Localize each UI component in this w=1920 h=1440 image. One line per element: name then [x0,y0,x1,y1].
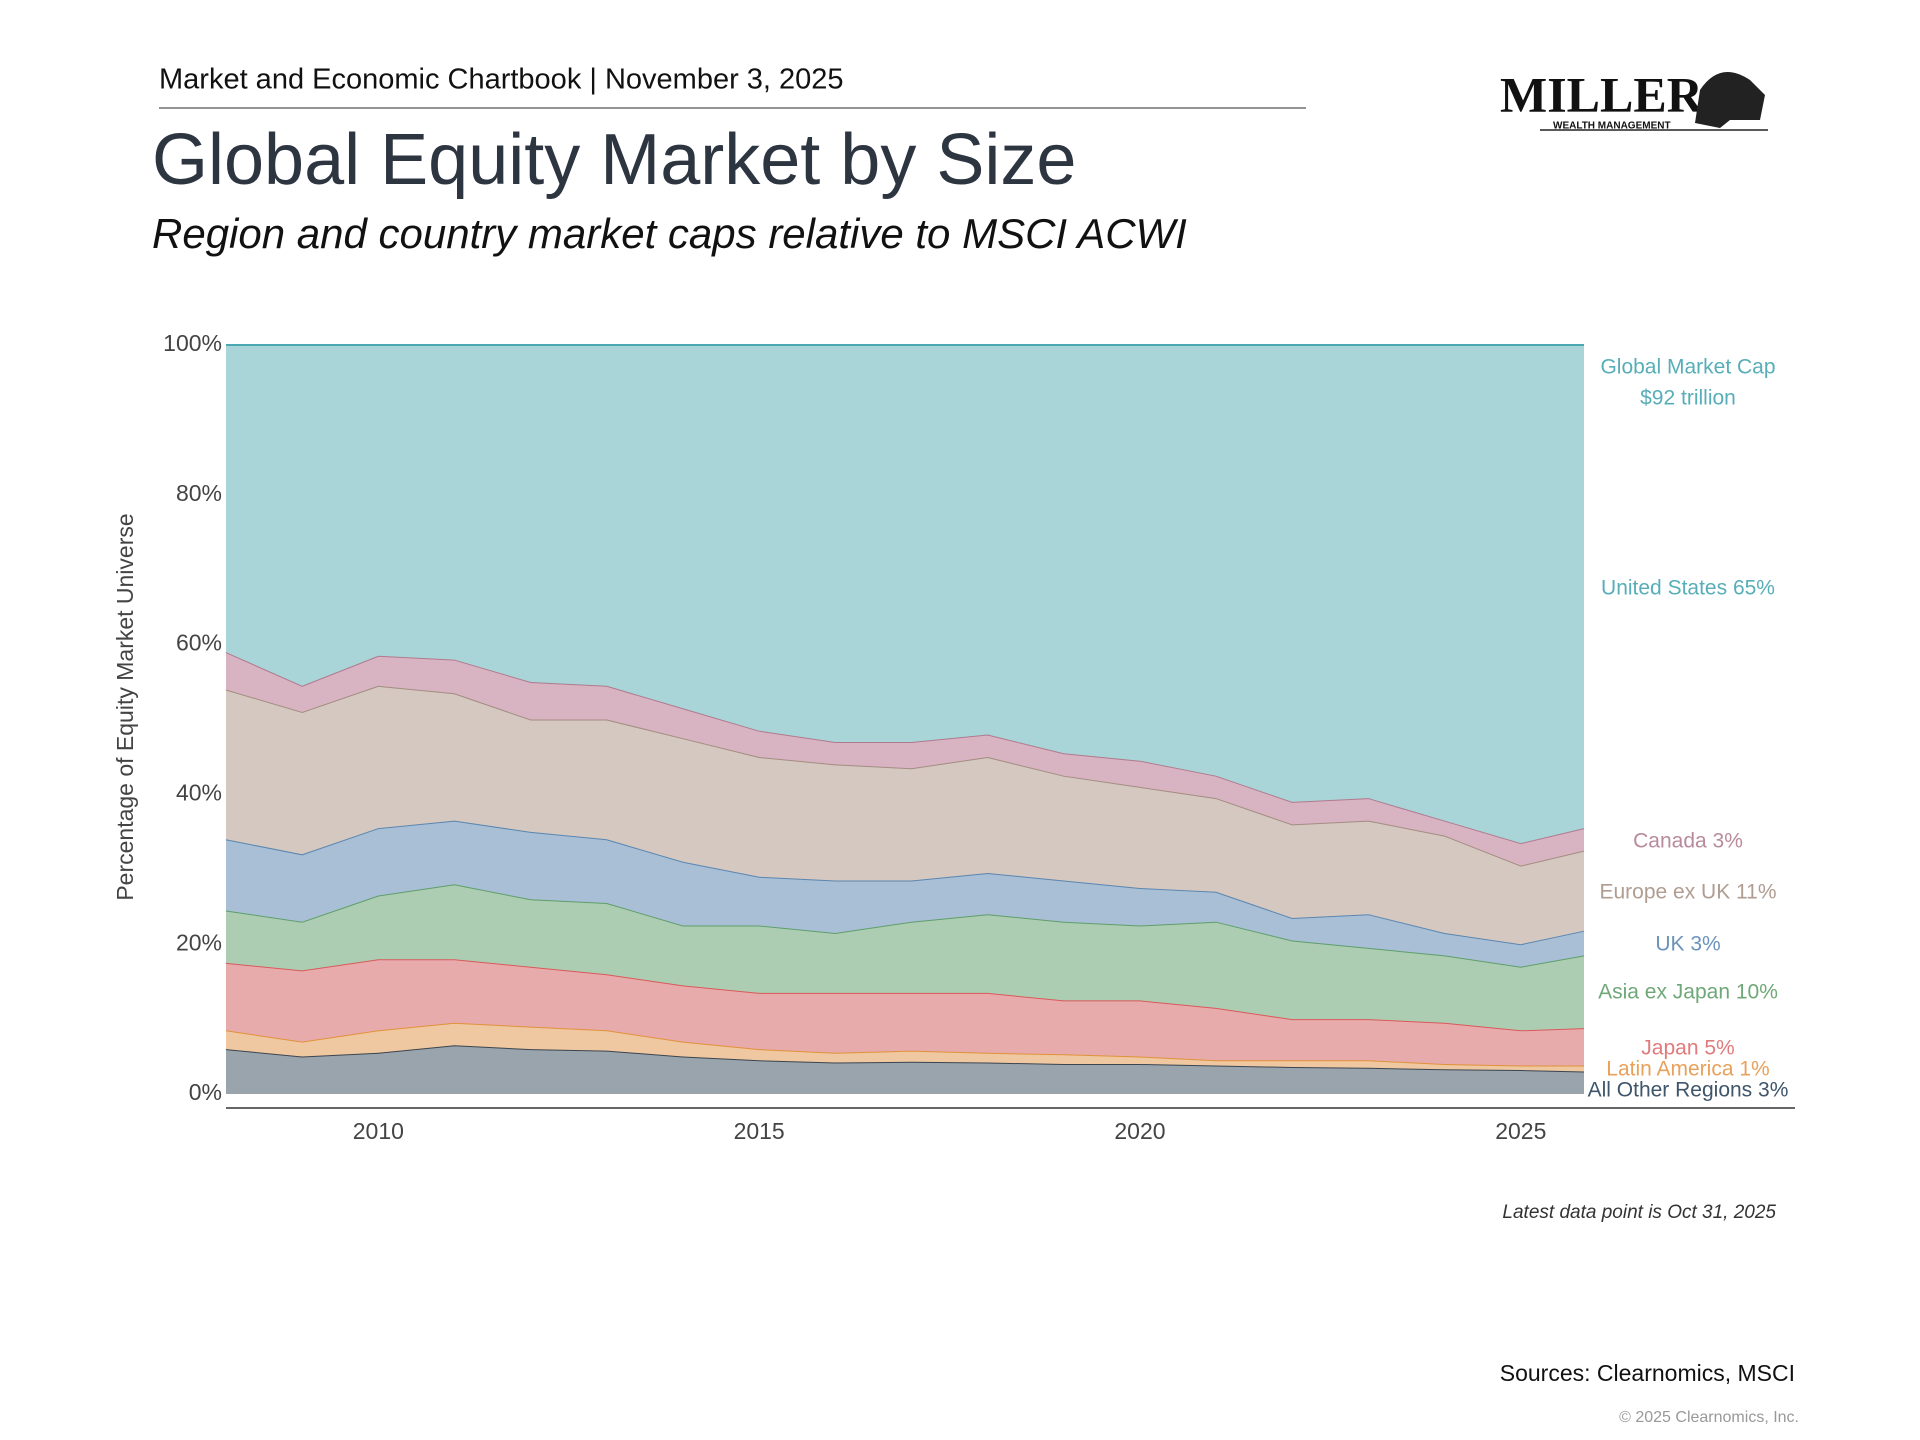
area-fill [226,685,1584,945]
area-fill [226,345,1584,844]
y-tick-label: 20% [176,929,222,955]
chart-subtitle: Region and country market caps relative … [152,210,1187,257]
logo-bull [1695,72,1765,128]
y-tick-label: 40% [176,779,222,805]
x-tick-label: 2020 [1114,1118,1165,1144]
area-fill [226,884,1584,1031]
source: Sources: Clearnomics, MSCI [1500,1360,1795,1386]
annotation: $92 trillion [1640,387,1736,410]
chart-title: Global Equity Market by Size [152,120,1076,200]
chartbook-header: Market and Economic Chartbook | November… [159,64,844,96]
copyright: © 2025 Clearnomics, Inc. [1619,1409,1799,1426]
annotation: Global Market Cap [1600,356,1775,379]
x-tick-label: 2010 [353,1118,404,1144]
area-fill [226,1022,1584,1072]
legend-label: Europe ex UK 11% [1599,881,1776,904]
legend-label: United States 65% [1601,577,1775,600]
legend-label: Latin America 1% [1606,1058,1769,1081]
area-fill [226,959,1584,1066]
area-fill [226,1045,1584,1094]
x-tick-label: 2015 [734,1118,785,1144]
note: Latest data point is Oct 31, 2025 [1502,1202,1776,1223]
y-tick-label: 60% [176,630,222,656]
legend-label: UK 3% [1655,933,1720,956]
y-tick-label: 80% [176,480,222,506]
y-tick-label: 100% [163,330,222,356]
legend-label: Japan 5% [1641,1037,1734,1060]
legend-label: All Other Regions 3% [1588,1079,1789,1102]
logo-subtitle: WEALTH MANAGEMENT [1553,121,1671,132]
y-tick-label: 0% [189,1079,222,1105]
area-fill [226,820,1584,967]
area-fill [226,652,1584,866]
x-tick-label: 2025 [1495,1118,1546,1144]
logo: MILLER [1500,66,1704,122]
legend-label: Asia ex Japan 10% [1598,981,1778,1004]
legend-label: Canada 3% [1633,830,1743,853]
y-axis-label: Percentage of Equity Market Universe [112,513,138,900]
